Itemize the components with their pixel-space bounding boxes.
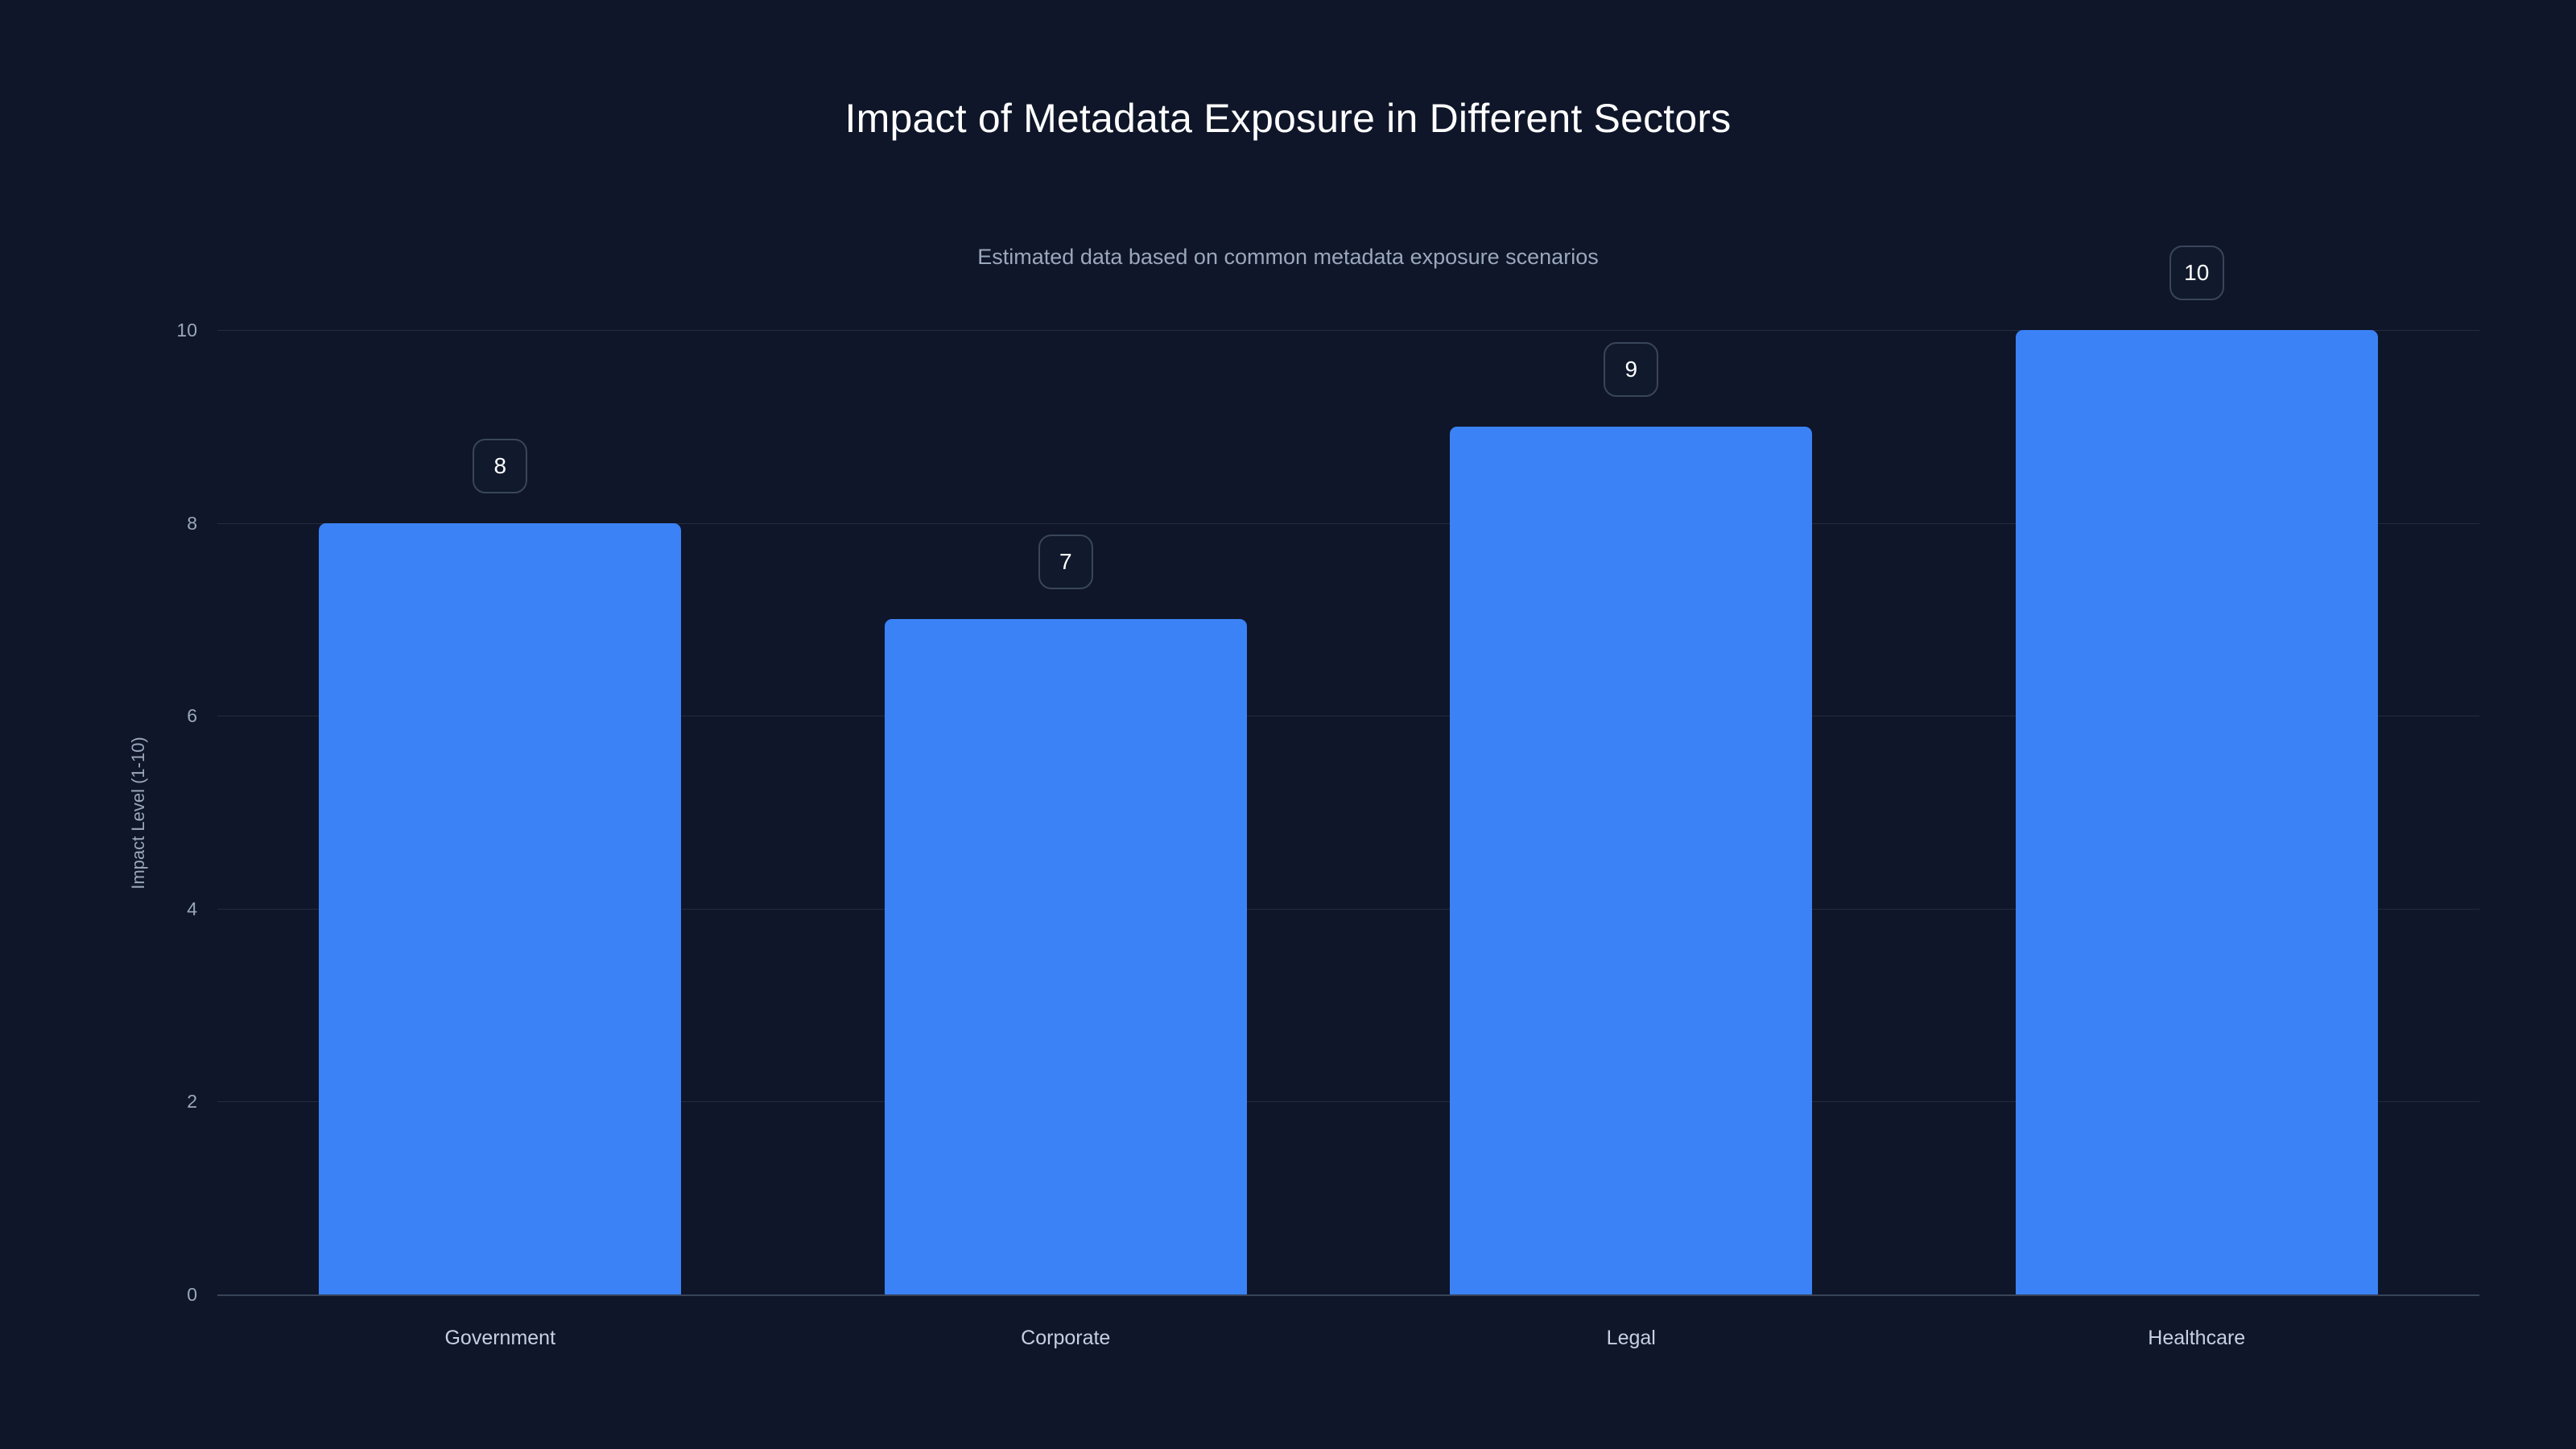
- gridline: [217, 1294, 2479, 1296]
- x-axis-category-label: Government: [444, 1327, 556, 1349]
- gridline: [217, 522, 2479, 524]
- y-axis-tick-label: 10: [176, 320, 197, 341]
- x-axis-category-label: Corporate: [1021, 1327, 1111, 1349]
- bar-value-badge: 7: [1038, 535, 1093, 590]
- bar[interactable]: [319, 522, 682, 1294]
- bar[interactable]: [2015, 330, 2378, 1294]
- chart-title: Impact of Metadata Exposure in Different…: [844, 96, 1732, 141]
- chart-subtitle: Estimated data based on common metadata …: [977, 245, 1599, 269]
- bar[interactable]: [884, 619, 1247, 1294]
- plot-area: [217, 330, 2479, 1296]
- bar[interactable]: [1450, 426, 1813, 1294]
- gridline: [217, 1101, 2479, 1103]
- y-axis-title: Impact Level (1-10): [128, 737, 148, 890]
- x-axis-category-label: Healthcare: [2148, 1327, 2246, 1349]
- y-axis-tick-label: 8: [187, 512, 197, 534]
- gridline: [217, 908, 2479, 910]
- bar-value-badge: 8: [473, 438, 528, 493]
- y-axis-tick-label: 2: [187, 1091, 197, 1113]
- y-axis-tick-label: 4: [187, 898, 197, 919]
- y-axis-tick-label: 6: [187, 705, 197, 727]
- y-axis-tick-label: 0: [187, 1284, 197, 1305]
- x-axis-category-label: Legal: [1606, 1327, 1656, 1349]
- bar-value-badge: 9: [1604, 341, 1659, 397]
- bar-value-badge: 10: [2169, 246, 2224, 300]
- gridline: [217, 330, 2479, 331]
